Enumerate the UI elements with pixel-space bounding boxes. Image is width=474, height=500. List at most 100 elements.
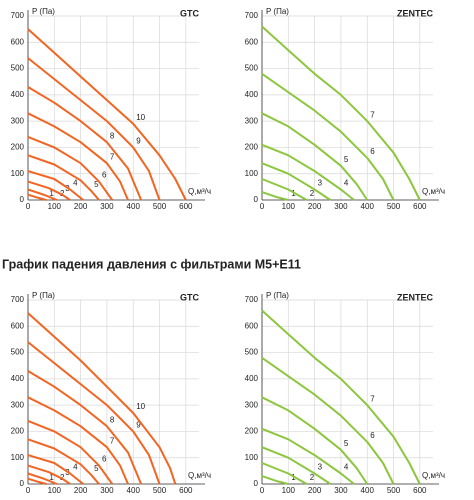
y-axis-label: P (Па) [32, 291, 55, 300]
curve-label: 5 [94, 180, 99, 189]
x-tick-label: 500 [153, 202, 167, 211]
x-tick-label: 300 [100, 486, 114, 495]
curve [27, 419, 114, 485]
curve-label: 9 [136, 137, 141, 146]
curve-label: 2 [310, 473, 315, 482]
y-tick-label: 400 [245, 90, 259, 99]
curve-label: 8 [110, 415, 115, 424]
y-tick-label: 700 [11, 295, 25, 304]
curve-label: 9 [136, 421, 141, 430]
curve-label: 10 [136, 402, 145, 411]
curve [27, 112, 129, 201]
curve-label: 4 [73, 463, 78, 472]
y-tick-label: 500 [245, 64, 259, 73]
y-tick-label: 700 [245, 11, 259, 20]
curve-label: 6 [102, 455, 107, 464]
y-tick-label: 600 [11, 321, 25, 330]
y-tick-label: 0 [254, 195, 259, 204]
curve [261, 178, 308, 201]
curve [261, 112, 369, 201]
y-tick-label: 200 [245, 427, 259, 436]
y-tick-label: 700 [11, 11, 25, 20]
curve [261, 25, 421, 201]
chart: 0 100 200 300 400 500 600 700 0 100 200 300 400 500 60… [245, 291, 445, 495]
curve [27, 438, 100, 485]
y-tick-label: 400 [245, 374, 259, 383]
x-tick-label: 400 [127, 486, 141, 495]
x-tick-label: 200 [308, 486, 322, 495]
x-tick-label: 0 [260, 486, 265, 495]
curve-label: 2 [60, 473, 65, 482]
y-tick-label: 100 [245, 169, 259, 178]
curve [27, 477, 47, 485]
curve [27, 472, 58, 485]
chart-title: GTC [180, 8, 199, 18]
curve-label: 6 [370, 431, 375, 440]
y-tick-label: 400 [11, 90, 25, 99]
x-tick-label: 0 [260, 202, 265, 211]
y-tick-label: 0 [254, 479, 259, 488]
x-axis-label: Q,м³/ч [188, 187, 211, 196]
x-tick-label: 200 [308, 202, 322, 211]
curve-label: 2 [60, 189, 65, 198]
x-tick-label: 300 [334, 202, 348, 211]
y-axis-label: P (Па) [266, 291, 289, 300]
curve [27, 193, 47, 201]
y-tick-label: 300 [11, 400, 25, 409]
curve-label: 6 [102, 171, 107, 180]
y-axis-label: P (Па) [32, 7, 55, 16]
y-tick-label: 600 [245, 37, 259, 46]
curve [27, 312, 177, 485]
curve [27, 135, 114, 201]
curve-label: 1 [49, 473, 54, 482]
curve-label: 7 [370, 394, 375, 403]
curve-label: 6 [370, 147, 375, 156]
curve [261, 462, 308, 485]
curve-label: 1 [49, 189, 54, 198]
y-tick-label: 600 [245, 321, 259, 330]
y-tick-label: 300 [11, 116, 25, 125]
heading: График падения давления с фильтрами M5+E… [2, 257, 301, 271]
x-tick-label: 600 [179, 202, 193, 211]
curve-label: 10 [136, 113, 145, 122]
y-tick-label: 100 [245, 453, 259, 462]
x-tick-label: 100 [282, 486, 296, 495]
curve-label: 2 [310, 189, 315, 198]
curve [27, 464, 71, 485]
x-axis-label: Q,м³/ч [422, 187, 445, 196]
curve [27, 170, 84, 201]
x-tick-label: 100 [282, 202, 296, 211]
curve [27, 86, 143, 201]
y-tick-label: 300 [245, 400, 259, 409]
curve [261, 143, 355, 201]
curve [27, 57, 161, 201]
x-axis-label: Q,м³/ч [188, 471, 211, 480]
x-tick-label: 200 [74, 202, 88, 211]
chart: 0 100 200 300 400 500 600 700 0 100 200 300 400 500 60… [11, 7, 211, 211]
y-tick-label: 400 [11, 374, 25, 383]
curve [27, 28, 187, 201]
x-tick-label: 400 [361, 202, 375, 211]
curve-label: 4 [344, 179, 349, 188]
chart-title: GTC [180, 292, 199, 302]
curve-label: 8 [110, 131, 115, 140]
curve-label: 7 [370, 110, 375, 119]
curve [27, 396, 129, 485]
curve-label: 4 [73, 179, 78, 188]
y-tick-label: 300 [245, 116, 259, 125]
curve [261, 309, 421, 485]
x-tick-label: 600 [413, 202, 427, 211]
x-tick-label: 300 [100, 202, 114, 211]
y-tick-label: 500 [11, 64, 25, 73]
curve [261, 427, 355, 485]
x-tick-label: 100 [48, 486, 62, 495]
x-tick-label: 600 [413, 486, 427, 495]
y-tick-label: 500 [245, 348, 259, 357]
curve [27, 454, 84, 485]
curve-label: 3 [318, 179, 323, 188]
curve [261, 72, 395, 201]
curve-label: 4 [344, 463, 349, 472]
curve [261, 191, 289, 201]
curve-label: 5 [344, 155, 349, 164]
